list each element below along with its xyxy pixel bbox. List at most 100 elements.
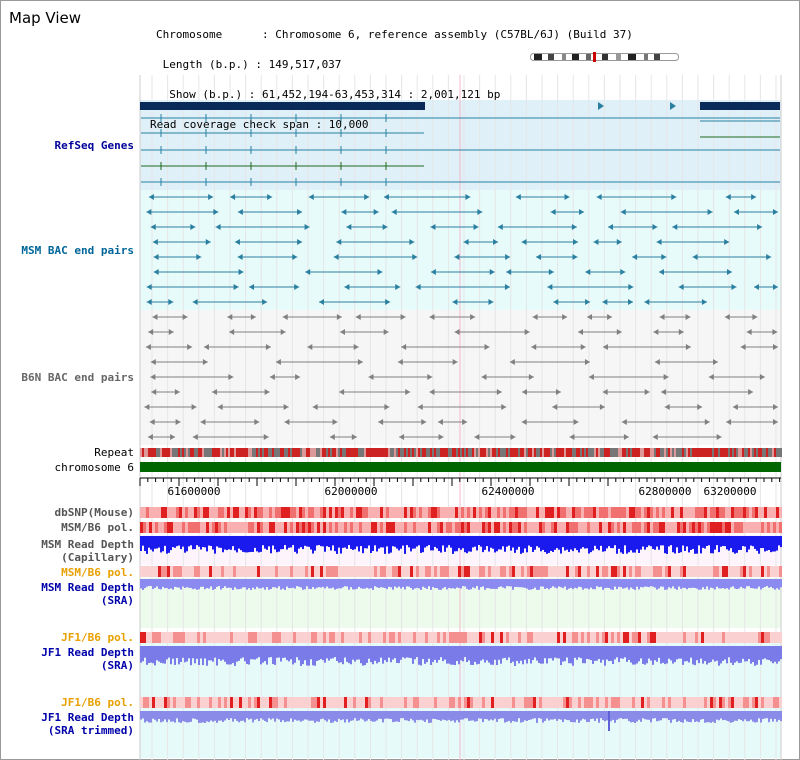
jf1-trim-depth-bar: [772, 711, 774, 722]
msm-sra-depth-bar: [606, 579, 608, 588]
msm-b6-pol2-bin: [371, 566, 374, 577]
msm-capillary-depth-bar: [732, 536, 734, 553]
msm-capillary-depth-bar: [414, 536, 416, 549]
jf1-b6-pol2-bin: [518, 697, 521, 708]
msm-capillary-depth-bar: [368, 536, 370, 546]
label-msm-b6-pol-2[interactable]: MSM/B6 pol.: [61, 566, 134, 579]
repeat-segment: [380, 448, 382, 457]
repeat-segment: [388, 448, 390, 457]
label-refseq-genes[interactable]: RefSeq Genes: [54, 139, 134, 152]
label-jf1-read-depth-sra-trimmed[interactable]: JF1 Read Depth (SRA trimmed): [41, 711, 134, 737]
msm-sra-depth-bar: [456, 579, 458, 588]
label-msm-read-depth-capillary[interactable]: MSM Read Depth (Capillary): [41, 538, 134, 564]
msm-b6-pol2-bin: [485, 566, 488, 577]
jf1-b6-pol-bin: [509, 632, 512, 643]
jf1-trim-depth-bar: [580, 711, 582, 721]
jf1-sra-depth-bar: [228, 646, 230, 665]
msm-sra-depth-bar: [218, 579, 220, 587]
repeat-segment: [694, 448, 696, 457]
jf1-trim-depth-bar: [322, 711, 324, 719]
jf1-trim-depth-bar: [398, 711, 400, 722]
b6n-bac-end: [481, 374, 487, 380]
msm-sra-depth-bar: [526, 579, 528, 589]
msm-capillary-depth-bar: [286, 536, 288, 550]
msm-b6-pol-bin: [668, 522, 671, 533]
jf1-sra-depth-bar: [174, 646, 176, 665]
msm-b6-pol-bin: [185, 522, 188, 533]
msm-b6-pol-bin: [146, 522, 149, 533]
msm-capillary-depth-bar: [298, 536, 300, 549]
msm-sra-depth-bar: [302, 579, 304, 590]
jf1-sra-depth-bar: [718, 646, 720, 666]
dbsnp-bin: [668, 507, 671, 518]
jf1-b6-pol2-bin: [335, 697, 338, 708]
msm-b6-pol-bin: [572, 522, 575, 533]
msm-capillary-depth-bar: [338, 536, 340, 548]
msm-capillary-depth-bar: [370, 536, 372, 553]
jf1-b6-pol2-bin: [428, 697, 431, 708]
label-jf1-b6-pol[interactable]: JF1/B6 pol.: [61, 631, 134, 644]
msm-capillary-depth-bar: [358, 536, 360, 552]
jf1-sra-depth-bar: [492, 646, 494, 665]
jf1-sra-depth-bar: [142, 646, 144, 662]
repeat-segment: [198, 448, 200, 457]
jf1-trim-depth-bar: [298, 711, 300, 721]
msm-b6-pol-bin: [446, 522, 449, 533]
label-jf1-b6-pol-2[interactable]: JF1/B6 pol.: [61, 696, 134, 709]
repeat-segment: [348, 448, 350, 457]
msm-capillary-depth-bar: [148, 536, 150, 548]
label-msm-b6-pol[interactable]: MSM/B6 pol.: [61, 521, 134, 534]
dbsnp-bin: [143, 507, 146, 518]
jf1-trim-depth-bar: [522, 711, 524, 722]
jf1-trim-depth-bar: [390, 711, 392, 719]
msm-b6-pol2-bin: [776, 566, 779, 577]
msm-sra-depth-bar: [752, 579, 754, 589]
msm-sra-depth-bar: [512, 579, 514, 590]
msm-sra-depth-bar: [644, 579, 646, 587]
jf1-sra-depth-bar: [258, 646, 260, 658]
jf1-b6-pol-bin: [680, 632, 683, 643]
repeat-segment: [478, 448, 480, 457]
jf1-b6-pol2-bin: [605, 697, 608, 708]
jf1-b6-pol-bin: [458, 632, 461, 643]
jf1-sra-depth-bar: [158, 646, 160, 662]
jf1-trim-depth-bar: [666, 711, 668, 719]
b6n-bac-end: [150, 374, 156, 380]
label-b6n-bac-end-pairs[interactable]: B6N BAC end pairs: [21, 371, 134, 384]
repeat-segment: [550, 448, 552, 457]
msm-capillary-depth-bar: [326, 536, 328, 547]
msm-sra-depth-bar: [636, 579, 638, 587]
msm-bac-end: [262, 299, 268, 305]
msm-sra-depth-bar: [694, 579, 696, 588]
b6n-bac-end: [429, 314, 435, 320]
msm-b6-pol-bin: [392, 522, 395, 533]
jf1-trim-depth-bar: [506, 711, 508, 722]
msm-sra-depth-bar: [166, 579, 168, 589]
repeat-segment: [306, 448, 308, 457]
label-dbsnp[interactable]: dbSNP(Mouse): [54, 506, 134, 519]
chromosome-ideogram[interactable]: [530, 52, 680, 62]
label-msm-read-depth-sra[interactable]: MSM Read Depth (SRA): [41, 581, 134, 607]
msm-b6-pol-bin: [575, 522, 578, 533]
repeat-segment: [210, 448, 212, 457]
msm-capillary-depth-bar: [648, 536, 650, 546]
repeat-segment: [254, 448, 256, 457]
b6n-bac-end: [427, 374, 433, 380]
msm-b6-pol2-bin: [158, 566, 161, 577]
msm-capillary-depth-bar: [676, 536, 678, 548]
label-msm-bac-end-pairs[interactable]: MSM BAC end pairs: [21, 244, 134, 257]
msm-capillary-depth-bar: [514, 536, 516, 553]
msm-b6-pol2-bin: [293, 566, 296, 577]
jf1-b6-pol-bin: [539, 632, 542, 643]
msm-capillary-depth-bar: [392, 536, 394, 547]
msm-capillary-depth-bar: [468, 536, 470, 552]
msm-b6-pol2-bin: [686, 566, 689, 577]
b6n-bac-end: [531, 344, 537, 350]
jf1-trim-depth-bar: [476, 711, 478, 722]
jf1-trim-depth-bar: [722, 711, 724, 721]
msm-b6-pol2-bin: [302, 566, 305, 577]
msm-bac-end: [585, 299, 591, 305]
msm-b6-pol2-bin: [386, 566, 389, 577]
msm-b6-pol-bin: [728, 522, 731, 533]
label-jf1-read-depth-sra[interactable]: JF1 Read Depth (SRA): [41, 646, 134, 672]
